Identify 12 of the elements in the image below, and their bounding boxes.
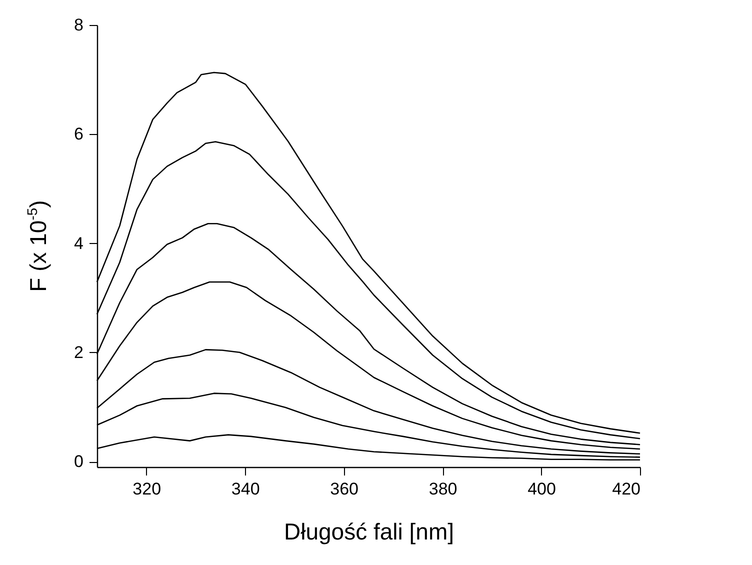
x-tick-label: 320 — [132, 480, 162, 498]
x-tick-label: 420 — [612, 480, 640, 498]
x-tick-label: 340 — [231, 480, 260, 498]
y-tick-label: 2 — [74, 342, 84, 362]
x-tick-label: 400 — [528, 480, 556, 498]
y-tick-label: 8 — [74, 16, 84, 34]
x-tick-label: 360 — [330, 480, 359, 498]
y-tick-label: 0 — [74, 452, 84, 472]
y-tick-label: 6 — [74, 124, 84, 144]
x-tick-label: 380 — [428, 480, 458, 498]
x-axis-title: Długość fali [nm] — [284, 518, 454, 544]
y-tick-label: 4 — [74, 234, 84, 253]
